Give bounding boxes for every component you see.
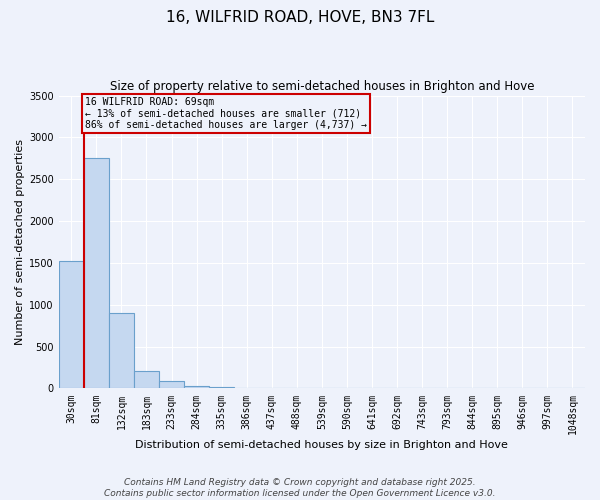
Bar: [184, 386, 209, 388]
Title: Size of property relative to semi-detached houses in Brighton and Hove: Size of property relative to semi-detach…: [110, 80, 534, 93]
Bar: [84, 158, 109, 388]
Bar: [134, 372, 159, 388]
Bar: [109, 313, 134, 388]
Text: 16 WILFRID ROAD: 69sqm
← 13% of semi-detached houses are smaller (712)
86% of se: 16 WILFRID ROAD: 69sqm ← 13% of semi-det…: [85, 97, 367, 130]
Text: Contains HM Land Registry data © Crown copyright and database right 2025.
Contai: Contains HM Land Registry data © Crown c…: [104, 478, 496, 498]
Bar: [159, 380, 184, 388]
Text: 16, WILFRID ROAD, HOVE, BN3 7FL: 16, WILFRID ROAD, HOVE, BN3 7FL: [166, 10, 434, 25]
Bar: [209, 387, 234, 388]
Bar: [59, 262, 84, 388]
X-axis label: Distribution of semi-detached houses by size in Brighton and Hove: Distribution of semi-detached houses by …: [136, 440, 508, 450]
Y-axis label: Number of semi-detached properties: Number of semi-detached properties: [15, 139, 25, 345]
